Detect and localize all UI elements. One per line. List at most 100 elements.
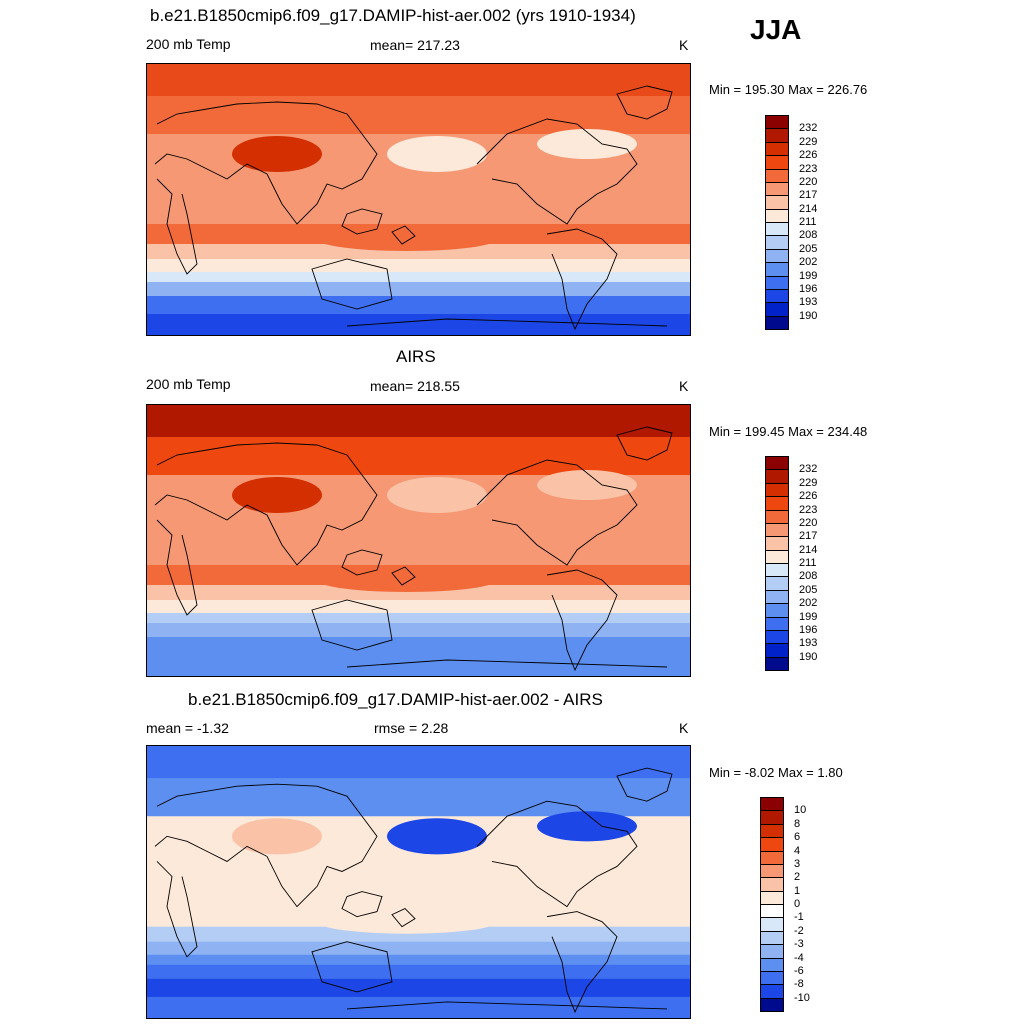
colorbar-swatch [765, 656, 789, 671]
colorbar-swatch [760, 837, 784, 852]
coastline-path [341, 208, 383, 235]
colorbar-tick-label: 196 [799, 282, 818, 295]
contour-blob-sh_subtrop [317, 227, 497, 251]
lat-band-sh_high1 [147, 259, 690, 273]
colorbar-swatch [760, 997, 784, 1012]
lat-band-sh_high2 [147, 613, 690, 624]
colorbar-swatch [765, 563, 789, 578]
colorbar-tick-label: 1 [794, 884, 801, 897]
colorbar-swatch [765, 128, 789, 143]
coastline-path [391, 225, 416, 245]
colorbar-tick-label: -3 [794, 938, 804, 951]
colorbar-tick-label: 190 [799, 650, 818, 663]
colorbar-tick-label: 214 [799, 202, 818, 215]
colorbar-tick-label: -4 [794, 951, 804, 964]
colorbar-swatch [765, 155, 789, 170]
colorbar-swatch [765, 549, 789, 564]
lat-band-sh_high3 [147, 623, 690, 638]
colorbar-tick-label: -2 [794, 924, 804, 937]
colorbar-tick-label: -1 [794, 911, 804, 924]
map-svg [147, 746, 690, 1018]
panel-1-mean: mean= 217.23 [370, 37, 460, 53]
colorbar-swatch [765, 262, 789, 277]
contour-blob-pacific_cool [537, 129, 637, 159]
panel-1-map [146, 63, 691, 336]
colorbar-swatch [765, 589, 789, 605]
lat-band-sh_mid [147, 244, 690, 260]
colorbar-tick-label: 208 [799, 229, 818, 242]
lat-band-mid_north [147, 437, 690, 476]
lat-band-polar_north [147, 64, 690, 97]
colorbar-tick-label: 193 [799, 296, 818, 309]
colorbar-tick-label: 211 [799, 557, 817, 569]
colorbar-swatch [765, 115, 789, 130]
colorbar-swatch [760, 877, 784, 892]
colorbar-swatch [765, 536, 789, 551]
coastline-path [156, 861, 198, 958]
coastline-path [616, 767, 673, 802]
colorbar-tick-label: 208 [799, 570, 818, 583]
colorbar-tick-label: 217 [799, 530, 818, 543]
lat-band-mid_north [147, 96, 690, 135]
colorbar-swatch [765, 469, 789, 484]
coastline-path [546, 228, 618, 331]
colorbar-swatch [765, 315, 789, 330]
contour-blob-pacific_cool [387, 818, 487, 855]
coastline-path [391, 566, 416, 586]
coastlines [154, 767, 673, 1014]
colorbar-tick-label: 193 [799, 637, 818, 650]
coastline-path [341, 891, 383, 918]
lat-band-sh_high1 [147, 600, 690, 614]
panel-3-left-label: mean = -1.32 [146, 720, 229, 736]
colorbar-swatch [765, 275, 789, 290]
panel-3-rmse: rmse = 2.28 [374, 720, 449, 736]
colorbar-tick-label: 214 [799, 543, 818, 556]
colorbar-tick-label: -10 [794, 991, 810, 1004]
colorbar-swatch [760, 823, 784, 839]
coastline-path [546, 569, 618, 672]
coastlines [154, 85, 673, 331]
colorbar-swatch [765, 302, 789, 317]
colorbar-tick-label: 202 [799, 597, 818, 610]
contour-blob-tibet [232, 477, 322, 513]
colorbar-swatch [765, 522, 789, 538]
contour-blob-tibet [232, 136, 322, 172]
coastline-path [346, 1001, 668, 1010]
colorbar-tick-label: 205 [799, 242, 818, 255]
lat-band-sh_mid [147, 926, 690, 943]
colorbar-swatch [760, 850, 784, 865]
contour-blob-tibet [232, 818, 322, 855]
contour-blob-sh_subtrop [317, 909, 497, 934]
contour-blob-pacific_cool [387, 136, 487, 172]
panel-3-units: K [679, 720, 689, 736]
colorbar-swatch [760, 863, 784, 879]
colorbar-tick-label: 2 [794, 871, 801, 884]
colorbar-tick-label: 202 [799, 256, 818, 269]
colorbar-tick-label: 3 [794, 857, 801, 870]
coastline-path [341, 549, 383, 576]
colorbar-swatch [760, 797, 784, 812]
panel-2-mean: mean= 218.55 [370, 378, 460, 394]
panel-1-left-label: 200 mb Temp [146, 36, 231, 52]
colorbar-tick-label: 10 [794, 804, 807, 817]
coastline-path [346, 659, 668, 668]
colorbar-swatch [765, 208, 789, 223]
colorbar-swatch [765, 141, 789, 157]
coastline-path [476, 459, 638, 566]
colorbar-swatch [765, 222, 789, 237]
panel-3-map [146, 745, 691, 1019]
colorbar-swatch [765, 509, 789, 524]
colorbar-tick-label: 220 [799, 516, 818, 529]
colorbar-swatch [760, 917, 784, 932]
lat-band-sh_high1 [147, 941, 690, 956]
colorbar-tick-label: 211 [799, 216, 817, 228]
panel-1-title: b.e21.B1850cmip6.f09_g17.DAMIP-hist-aer.… [150, 6, 636, 25]
lat-band-sh_high5 [147, 996, 690, 1018]
colorbar-tick-label: 226 [799, 149, 818, 162]
colorbar-tick-label: 196 [799, 623, 818, 636]
colorbar-swatch [760, 957, 784, 972]
colorbar-swatch [765, 181, 789, 197]
coastline-path [156, 178, 198, 275]
season-label: JJA [750, 14, 802, 45]
coastline-path [346, 318, 668, 327]
